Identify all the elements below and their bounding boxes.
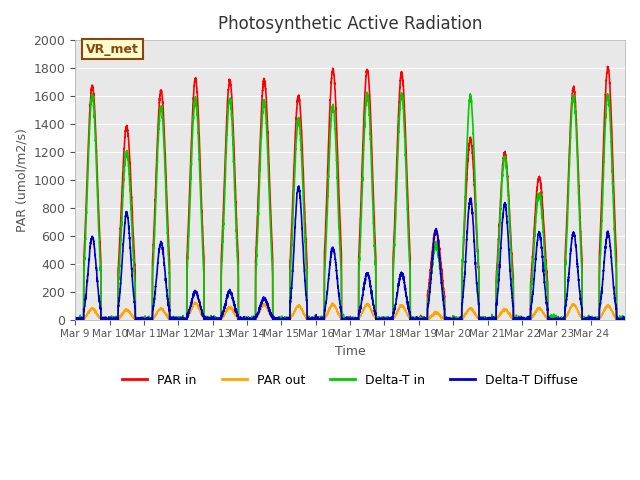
Delta-T in — [371, 248, 378, 254]
Delta-T in — [71, 315, 79, 321]
Delta-T Diffuse — [400, 278, 408, 284]
PAR in — [186, 199, 193, 204]
Delta-T in — [364, 89, 371, 95]
PAR out — [528, 314, 536, 320]
Delta-T Diffuse — [621, 316, 629, 322]
Delta-T in — [542, 274, 550, 279]
Delta-T in — [186, 219, 193, 225]
Y-axis label: PAR (umol/m2/s): PAR (umol/m2/s) — [15, 128, 28, 232]
PAR out — [542, 314, 550, 320]
Delta-T in — [400, 121, 408, 127]
PAR out — [186, 312, 193, 317]
Line: Delta-T in: Delta-T in — [75, 92, 625, 320]
Delta-T in — [621, 316, 629, 322]
Delta-T Diffuse — [186, 307, 193, 312]
PAR in — [400, 96, 408, 101]
Delta-T Diffuse — [295, 183, 303, 189]
Delta-T in — [72, 317, 79, 323]
Delta-T in — [501, 157, 509, 163]
Delta-T Diffuse — [501, 202, 509, 207]
Line: Delta-T Diffuse: Delta-T Diffuse — [75, 186, 625, 320]
X-axis label: Time: Time — [335, 345, 365, 358]
Legend: PAR in, PAR out, Delta-T in, Delta-T Diffuse: PAR in, PAR out, Delta-T in, Delta-T Dif… — [117, 369, 583, 392]
PAR out — [400, 305, 408, 311]
PAR in — [542, 260, 550, 265]
PAR in — [528, 263, 536, 269]
PAR out — [71, 316, 79, 322]
PAR in — [371, 225, 378, 231]
Text: VR_met: VR_met — [86, 43, 139, 56]
Line: PAR in: PAR in — [75, 66, 625, 320]
PAR out — [191, 299, 198, 305]
PAR in — [604, 63, 611, 69]
Line: PAR out: PAR out — [75, 302, 625, 320]
PAR out — [621, 316, 629, 322]
PAR in — [621, 316, 629, 322]
Delta-T Diffuse — [542, 297, 550, 303]
Delta-T Diffuse — [71, 314, 79, 320]
PAR in — [501, 151, 509, 157]
Delta-T Diffuse — [528, 296, 536, 302]
Title: Photosynthetic Active Radiation: Photosynthetic Active Radiation — [218, 15, 483, 33]
Delta-T Diffuse — [371, 307, 378, 313]
PAR out — [501, 306, 509, 312]
PAR out — [72, 317, 79, 323]
Delta-T in — [528, 277, 536, 283]
PAR in — [72, 317, 79, 323]
PAR in — [71, 316, 79, 322]
PAR out — [371, 314, 378, 320]
Delta-T Diffuse — [72, 317, 79, 323]
